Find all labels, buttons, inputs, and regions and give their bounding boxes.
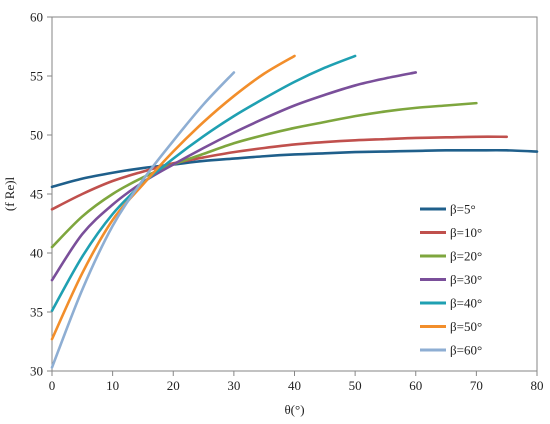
series-line-6 (50, 54, 296, 341)
x-tick-label: 0 (49, 378, 56, 393)
x-axis-title: θ(°) (284, 402, 304, 417)
series-layer (50, 54, 539, 369)
series-line-1 (50, 148, 539, 189)
series-line-3 (50, 101, 478, 249)
x-tick-label: 50 (349, 378, 362, 393)
x-tick-label: 40 (288, 378, 301, 393)
x-tick-label: 20 (167, 378, 180, 393)
x-tick-label: 10 (106, 378, 119, 393)
legend: β=5° β=10° β=20° β=30° β=40° β=50° β=60° (420, 202, 482, 358)
y-tick-label: 55 (30, 69, 43, 84)
series-line-7 (50, 71, 236, 369)
y-axis-ticks: 30 35 40 45 50 55 60 (30, 10, 52, 379)
x-tick-label: 60 (409, 378, 422, 393)
y-tick-label: 40 (30, 246, 43, 261)
legend-label-4: β=30° (450, 272, 482, 287)
y-tick-label: 60 (30, 10, 43, 25)
y-tick-label: 50 (30, 128, 43, 143)
x-axis-ticks: 0 10 20 30 40 50 60 70 80 (49, 371, 544, 393)
series-line-2 (50, 135, 508, 211)
legend-label-2: β=10° (450, 225, 482, 240)
x-tick-label: 70 (470, 378, 483, 393)
legend-label-1: β=5° (450, 202, 476, 217)
legend-label-5: β=40° (450, 296, 482, 311)
y-axis-title: (f Re)l (2, 176, 17, 211)
legend-label-3: β=20° (450, 249, 482, 264)
x-tick-label: 80 (531, 378, 544, 393)
x-tick-label: 30 (227, 378, 240, 393)
series-line-5 (50, 54, 357, 313)
y-tick-label: 45 (30, 187, 43, 202)
y-tick-label: 30 (30, 364, 43, 379)
series-line-4 (50, 71, 418, 282)
legend-label-7: β=60° (450, 343, 482, 358)
legend-label-6: β=50° (450, 319, 482, 334)
y-tick-label: 35 (30, 305, 43, 320)
